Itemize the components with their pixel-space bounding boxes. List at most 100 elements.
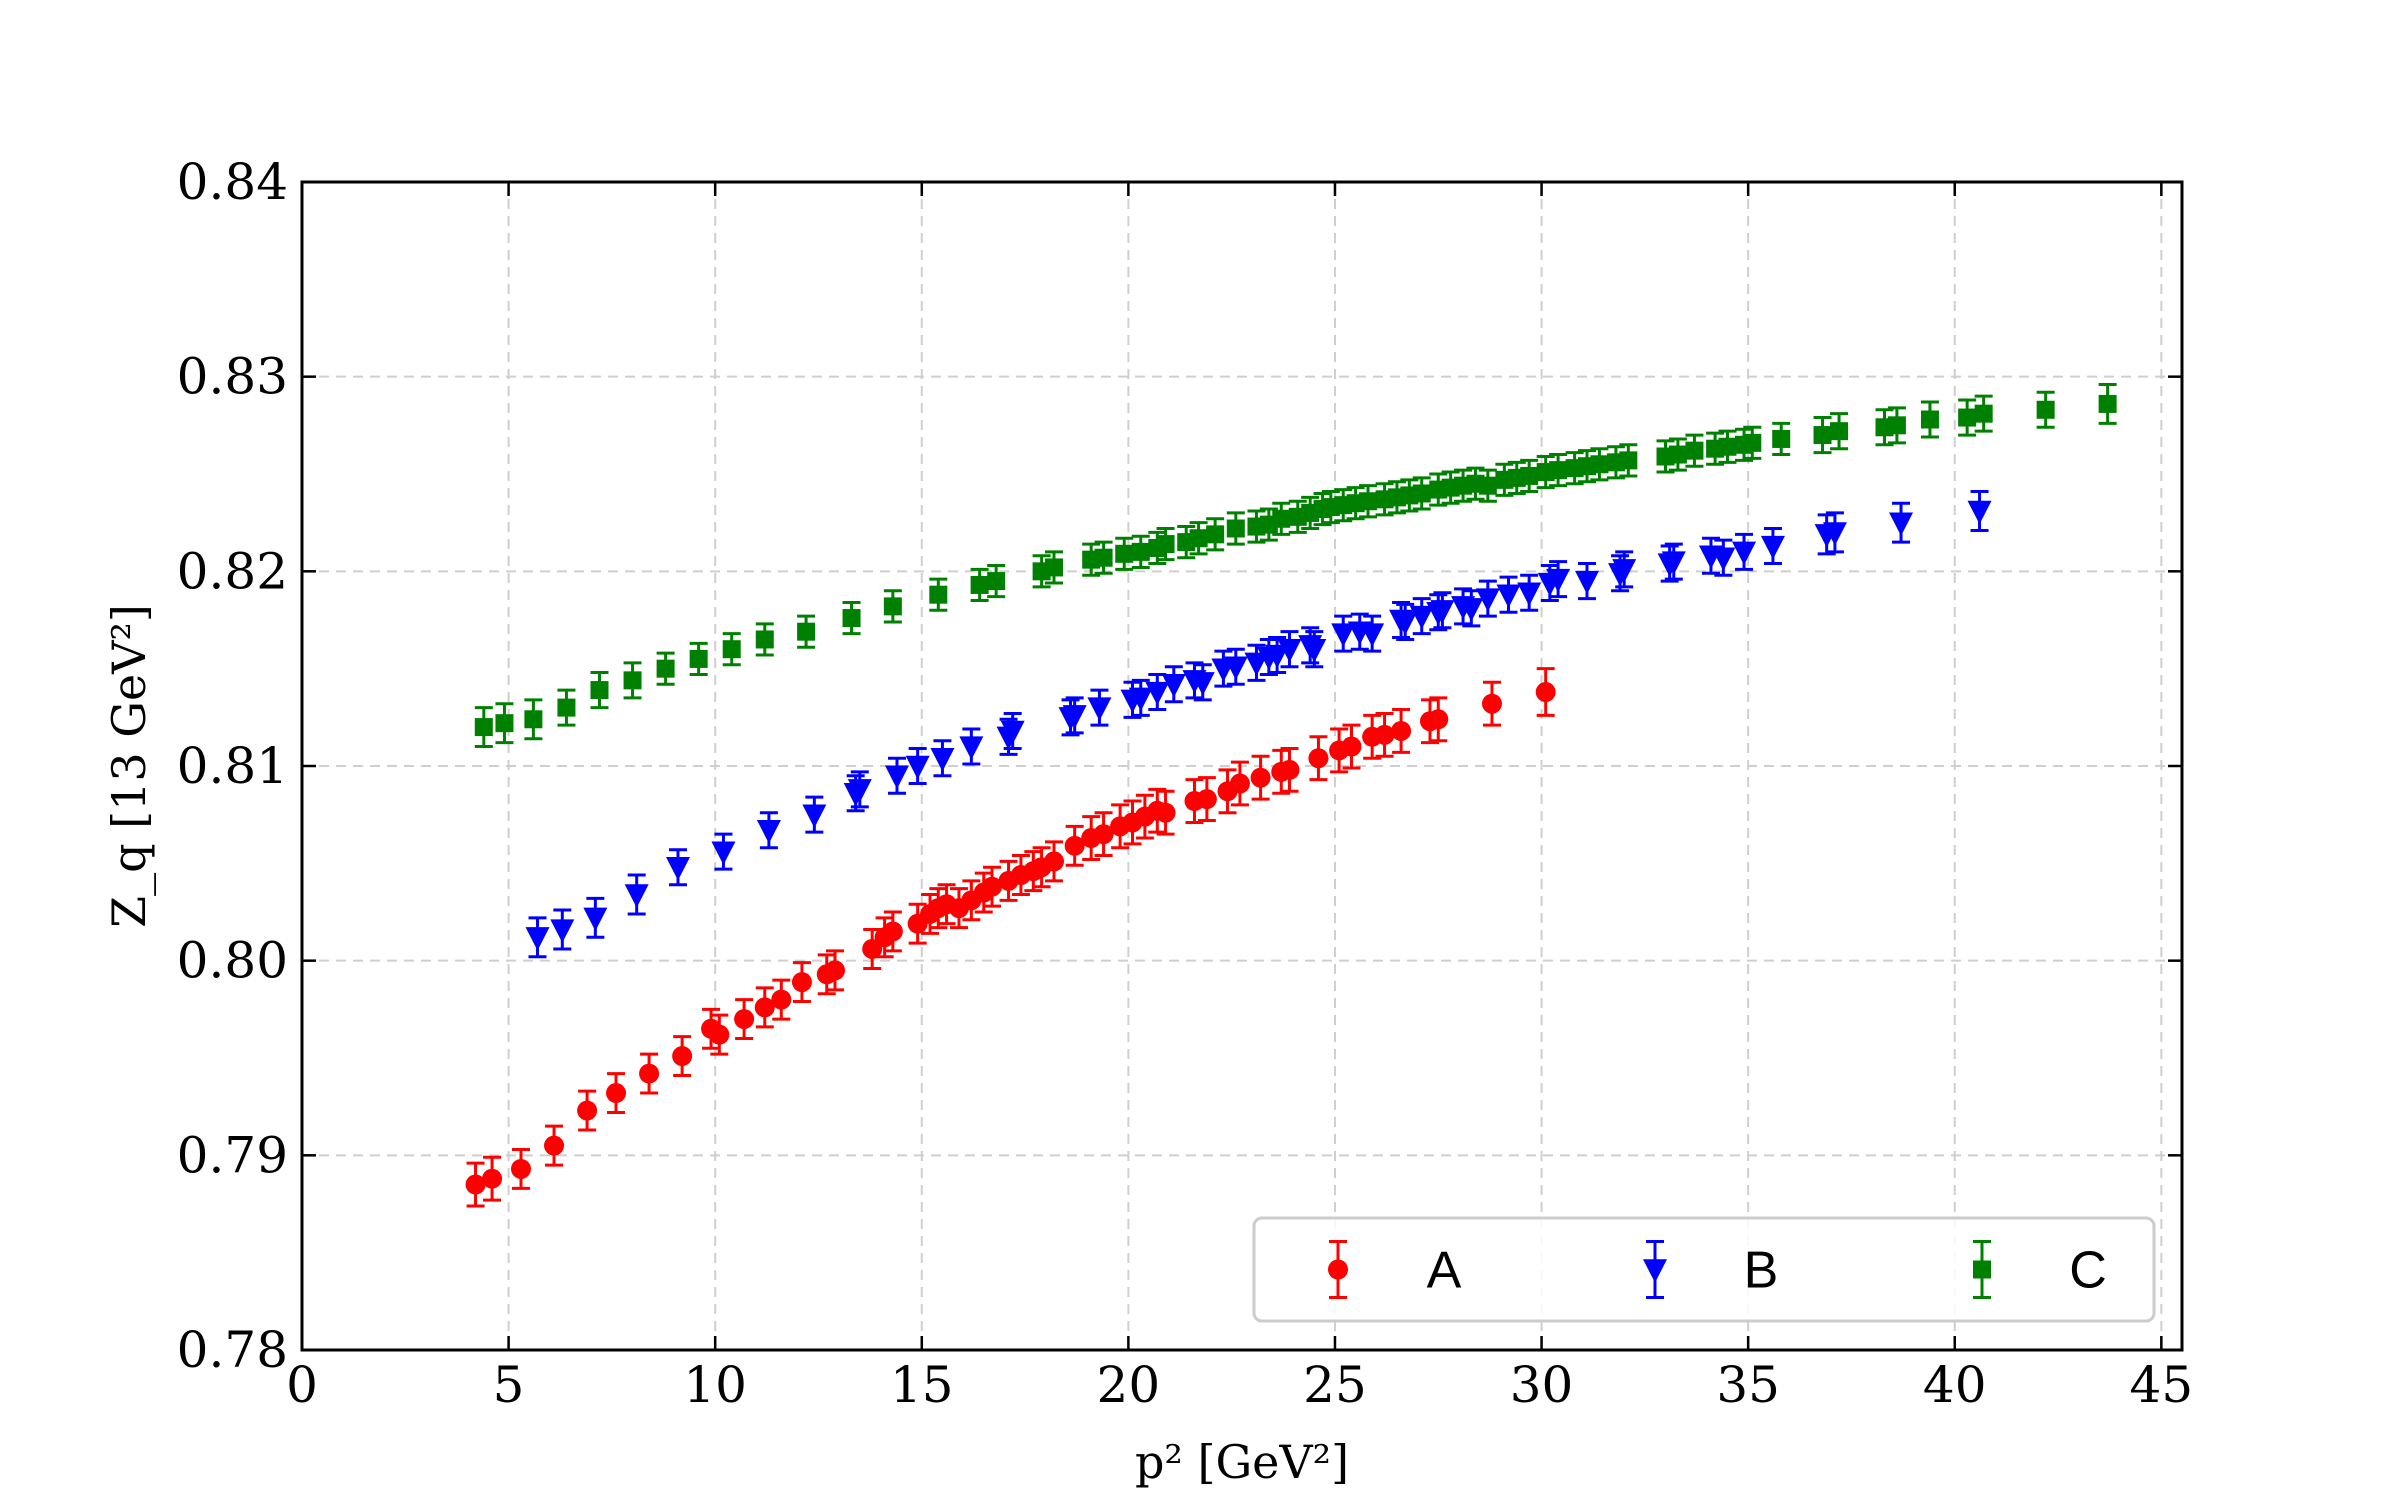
data-point-B [666, 857, 690, 881]
data-point-B [1393, 611, 1418, 636]
data-point-B [905, 755, 930, 780]
y-tick-label: 0.83 [177, 348, 288, 406]
data-point-C [1619, 451, 1638, 470]
data-point-A [825, 960, 846, 981]
data-point-C [1115, 544, 1134, 563]
data-point-B [525, 927, 550, 951]
data-point-B [583, 907, 608, 932]
data-point-B [1161, 674, 1186, 698]
data-point-A [544, 1135, 565, 1156]
data-point-C [970, 575, 989, 594]
data-point-C [656, 659, 675, 678]
data-point-B [1459, 598, 1484, 622]
legend-label-A: A [1427, 1242, 1462, 1300]
data-point-C [1958, 408, 1977, 427]
x-tick-label: 0 [286, 1356, 318, 1414]
data-point-B [1409, 605, 1434, 630]
data-point-A [577, 1100, 598, 1121]
y-tick-label: 0.80 [177, 932, 288, 990]
legend-item-B: B [1643, 1240, 1778, 1300]
data-point-C [623, 671, 642, 690]
data-point-C [1772, 429, 1791, 448]
data-point-B [1822, 522, 1847, 546]
data-point-B [624, 884, 649, 908]
data-point-C [590, 681, 609, 700]
data-point-C [495, 714, 514, 733]
legend-item-A: A [1328, 1240, 1462, 1300]
data-point-A [1374, 724, 1395, 745]
data-point-C [883, 597, 902, 616]
legend: A B C [1252, 1216, 2156, 1323]
data-point-C [1094, 548, 1113, 567]
data-point-C [1549, 461, 1568, 480]
data-point-A [1250, 767, 1271, 788]
data-point-C [1478, 476, 1497, 495]
legend-label-C: C [2069, 1242, 2107, 1300]
data-point-B [1360, 623, 1385, 647]
data-point-B [1145, 681, 1170, 706]
legend-marker-B [1643, 1259, 1667, 1283]
x-tick-label: 20 [1097, 1356, 1161, 1414]
data-point-A [482, 1168, 503, 1189]
data-point-B [1265, 644, 1290, 669]
data-point-A [982, 876, 1003, 897]
data-point-C [1685, 441, 1704, 460]
data-point-B [1612, 559, 1637, 583]
data-point-A [882, 921, 903, 942]
data-point-B [1062, 705, 1087, 729]
data-point-C [524, 710, 543, 729]
data-point-C [1830, 422, 1849, 441]
x-tick-label: 40 [1923, 1356, 1987, 1414]
data-point-B [1760, 535, 1785, 560]
data-point-A [606, 1083, 627, 1104]
x-tick-label: 15 [890, 1356, 954, 1414]
data-point-B [711, 841, 736, 865]
y-tick-label: 0.84 [177, 153, 288, 211]
data-point-C [1920, 410, 1939, 429]
y-tick-label: 0.78 [177, 1321, 288, 1379]
data-point-B [930, 748, 955, 772]
data-point-A [771, 989, 792, 1010]
data-point-C [1272, 509, 1291, 528]
data-point-C [1226, 519, 1245, 538]
data-point-A [1196, 789, 1217, 810]
data-point-A [1044, 851, 1064, 872]
data-point-C [1887, 416, 1906, 435]
legend-marker-C [1973, 1260, 1991, 1279]
legend-entries: A B C [1328, 1240, 2107, 1300]
data-point-A [1535, 682, 1556, 703]
legend-marker-A [1328, 1259, 1348, 1280]
data-point-C [1131, 542, 1150, 561]
data-point-C [1668, 445, 1687, 464]
data-point-A [672, 1046, 693, 1067]
data-point-C [987, 572, 1006, 591]
data-point-C [1974, 404, 1993, 423]
data-point-B [550, 919, 575, 943]
x-tick-label: 25 [1303, 1356, 1367, 1414]
data-point-A [754, 997, 775, 1018]
x-tick-label: 30 [1510, 1356, 1574, 1414]
data-point-C [722, 640, 741, 659]
x-tick-label: 10 [683, 1356, 747, 1414]
data-point-A [1308, 748, 1329, 769]
data-point-B [959, 736, 984, 760]
data-point-C [1590, 455, 1609, 474]
data-point-C [797, 622, 816, 641]
data-point-A [1341, 736, 1362, 757]
data-point-B [1475, 588, 1500, 612]
data-point-A [1481, 693, 1502, 714]
data-point-C [1156, 535, 1175, 554]
data-point-B [1430, 600, 1455, 624]
data-point-C [1045, 558, 1063, 577]
data-point-C [755, 630, 774, 649]
x-tick-label: 45 [2130, 1356, 2194, 1414]
data-point-A [1064, 835, 1085, 856]
data-point-B [1244, 652, 1269, 677]
data-point-C [557, 698, 576, 717]
data-point-B [1000, 720, 1025, 745]
data-point-B [1128, 687, 1153, 712]
y-tick-label: 0.82 [177, 542, 288, 600]
data-point-A [510, 1158, 531, 1179]
axis-ticks: 0 5 10 15 20 25 30 35 40 45 0.78 0.79 0.80 0.81 0.82 0.… [177, 153, 2193, 1414]
data-point-B [1087, 697, 1112, 721]
